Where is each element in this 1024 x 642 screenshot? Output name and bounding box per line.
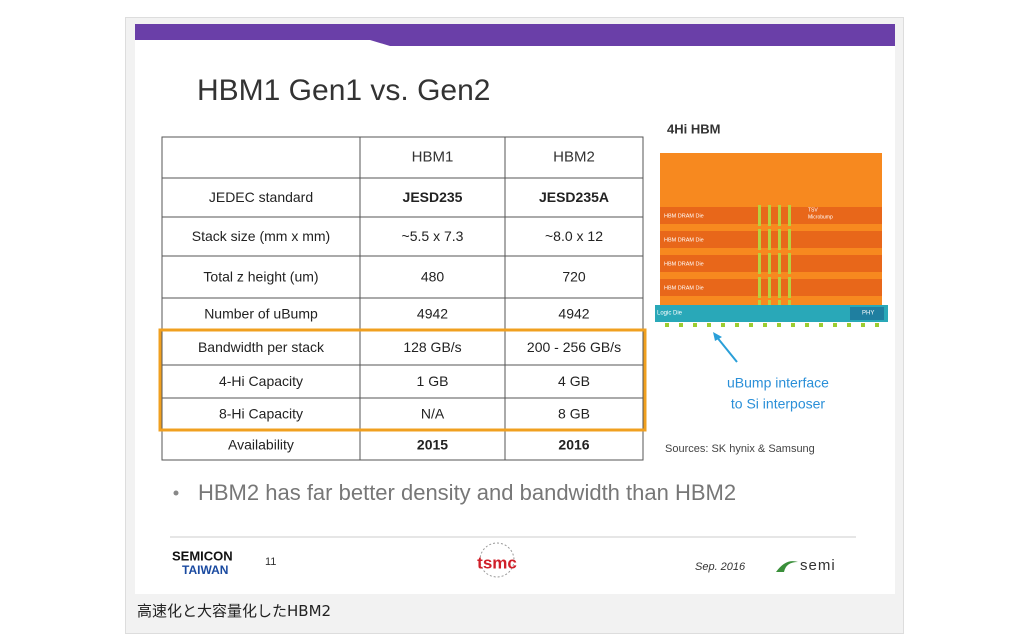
bullet-dot bbox=[173, 490, 179, 496]
ubump bbox=[721, 323, 725, 327]
phy-label: PHY bbox=[862, 311, 874, 317]
row-label: Total z height (um) bbox=[203, 269, 318, 285]
tsv bbox=[778, 300, 781, 308]
table-cell: 1 GB bbox=[417, 373, 449, 389]
tsv bbox=[778, 277, 781, 298]
semi-logo: semi bbox=[800, 557, 836, 574]
tsv bbox=[778, 205, 781, 226]
table-cell: 4 GB bbox=[558, 373, 590, 389]
table-cell: 4942 bbox=[417, 306, 448, 322]
ubump bbox=[861, 323, 865, 327]
semi-mark bbox=[776, 561, 798, 572]
table-cell: JESD235 bbox=[403, 189, 463, 205]
ubump bbox=[763, 323, 767, 327]
ubump bbox=[791, 323, 795, 327]
table-cell: 8 GB bbox=[558, 406, 590, 422]
tsv bbox=[788, 229, 791, 250]
table-cell: ~8.0 x 12 bbox=[545, 228, 603, 244]
sources: Sources: SK hynix & Samsung bbox=[665, 443, 815, 455]
ubump bbox=[665, 323, 669, 327]
logo: TAIWAN bbox=[182, 563, 228, 577]
ubump bbox=[679, 323, 683, 327]
bump-label: Microbump bbox=[808, 214, 833, 220]
ubump bbox=[833, 323, 837, 327]
tsv bbox=[758, 253, 761, 274]
ubump bbox=[875, 323, 879, 327]
highlight bbox=[158, 328, 647, 432]
ubump bbox=[693, 323, 697, 327]
ubump bbox=[805, 323, 809, 327]
tsv bbox=[768, 277, 771, 298]
arrow-head bbox=[713, 332, 722, 341]
ubump bbox=[735, 323, 739, 327]
slide-title: HBM1 Gen1 vs. Gen2 bbox=[197, 74, 490, 107]
table-cell: 720 bbox=[562, 269, 586, 285]
callout: uBump interface bbox=[727, 375, 829, 391]
row-label: 4-Hi Capacity bbox=[219, 373, 303, 389]
tsv bbox=[768, 205, 771, 226]
table-cell: JESD235A bbox=[539, 189, 609, 205]
table-cell: 2016 bbox=[558, 437, 589, 453]
tsv bbox=[768, 300, 771, 308]
table-cell: 480 bbox=[421, 269, 445, 285]
table-cell: 200 - 256 GB/s bbox=[527, 339, 621, 355]
tsv bbox=[758, 205, 761, 226]
table-cell: N/A bbox=[421, 406, 445, 422]
row-label: Stack size (mm x mm) bbox=[192, 228, 330, 244]
ubump bbox=[749, 323, 753, 327]
bullet: HBM2 has far better density and bandwidt… bbox=[198, 480, 736, 505]
tsv bbox=[768, 253, 771, 274]
ubump bbox=[707, 323, 711, 327]
date: Sep. 2016 bbox=[695, 561, 746, 573]
column-header: HBM1 bbox=[412, 148, 454, 165]
tsv bbox=[788, 300, 791, 308]
tsv-label: TSV bbox=[808, 207, 818, 213]
tsv bbox=[778, 229, 781, 250]
logic-label: Logic Die bbox=[657, 311, 683, 317]
tsv bbox=[758, 277, 761, 298]
dies: HBM DRAM Die HBM DRAM Die HBM DRAM Die HBM … bbox=[660, 205, 882, 327]
page-number: 11 bbox=[265, 556, 276, 568]
diagram-title: 4Hi HBM bbox=[667, 121, 720, 136]
arrow bbox=[715, 335, 738, 363]
table-cell: ~5.5 x 7.3 bbox=[402, 228, 464, 244]
tsv bbox=[768, 229, 771, 250]
column-header: HBM2 bbox=[553, 148, 595, 165]
header-bar bbox=[135, 24, 895, 46]
die-label: HBM DRAM Die bbox=[664, 261, 704, 267]
tsmc-globe bbox=[479, 542, 515, 578]
tsv bbox=[778, 253, 781, 274]
tsv bbox=[758, 300, 761, 308]
tsv bbox=[788, 253, 791, 274]
phy bbox=[850, 307, 884, 320]
row-label: 8-Hi Capacity bbox=[219, 406, 303, 422]
logic-die bbox=[655, 305, 888, 322]
table-cell: 4942 bbox=[558, 306, 589, 322]
ubump bbox=[777, 323, 781, 327]
callout: to Si interposer bbox=[731, 396, 825, 412]
table: HBM1 HBM2 JEDEC standard JESD235 JESD235A Sta… bbox=[161, 136, 644, 461]
ubump bbox=[847, 323, 851, 327]
die-label: HBM DRAM Die bbox=[664, 213, 704, 219]
row-label: Availability bbox=[228, 437, 294, 453]
table-cell: 2015 bbox=[417, 437, 448, 453]
tsv bbox=[788, 205, 791, 226]
caption: 高速化と大容量化したHBM2 bbox=[126, 597, 903, 633]
ubump bbox=[819, 323, 823, 327]
die-label: HBM DRAM Die bbox=[664, 285, 704, 291]
row-label: Bandwidth per stack bbox=[198, 339, 325, 355]
tsmc-logo: tsmc bbox=[477, 553, 517, 572]
table-cell: 128 GB/s bbox=[403, 339, 461, 355]
row-label: JEDEC standard bbox=[209, 189, 313, 205]
row-label: Number of uBump bbox=[204, 306, 318, 322]
tsv bbox=[788, 277, 791, 298]
die-label: HBM DRAM Die bbox=[664, 237, 704, 243]
tsv bbox=[758, 229, 761, 250]
logo: SEMICON bbox=[172, 548, 233, 563]
